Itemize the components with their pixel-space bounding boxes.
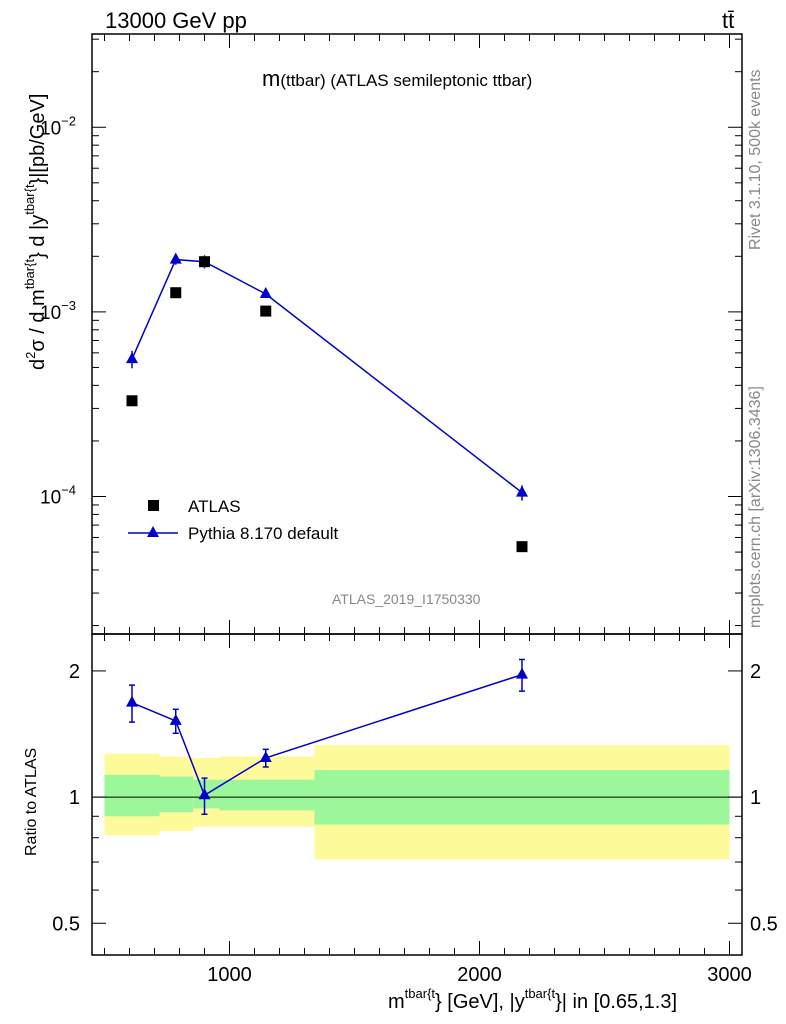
pythia-line xyxy=(131,258,523,494)
ratio-y-tick-label: 1 xyxy=(69,787,80,809)
legend-atlas-marker xyxy=(148,500,159,511)
pythia-point xyxy=(516,485,528,497)
main-frame xyxy=(91,33,743,635)
main-x-axis-ticks xyxy=(104,34,730,634)
atlas-point xyxy=(126,395,138,407)
inner-uncertainty-band xyxy=(159,776,194,813)
ratio-y-tick-label-right: 0.5 xyxy=(750,913,778,935)
inner-uncertainty-band xyxy=(219,779,315,811)
legend-pythia-label: Pythia 8.170 default xyxy=(188,524,339,543)
pythia-point xyxy=(169,252,182,264)
main-plot-area xyxy=(126,252,528,553)
ratio-plot-area xyxy=(126,658,528,816)
x-tick-label: 1000 xyxy=(207,964,252,986)
ratio-y-tick-label-right: 1 xyxy=(750,787,761,809)
atlas-point xyxy=(199,256,210,268)
rivet-version-label: Rivet 3.1.10, 500k events xyxy=(747,69,764,250)
legend-atlas-label: ATLAS xyxy=(188,497,241,516)
collision-label: 13000 GeV pp xyxy=(105,8,247,33)
ratio-y-tick-label-right: 2 xyxy=(750,661,761,683)
ratio-uncertainty-bands xyxy=(92,745,742,860)
inner-uncertainty-band xyxy=(104,774,160,817)
main-y-tick-label: 10−2 xyxy=(40,113,76,139)
ratio-panel: 0.5 0.5 1 1 2 2 1000 2000 3000 Ratio to ATLAS mt… xyxy=(23,633,778,1013)
ratio-pythia-point xyxy=(259,750,272,762)
ratio-pythia-point xyxy=(198,788,211,800)
main-y-axis-ticks xyxy=(92,38,742,627)
ratio-pythia-point xyxy=(516,667,528,679)
main-panel: 10−2 10−3 10−4 m(ttbar) (ATLAS semileptoni… xyxy=(22,33,743,635)
ratio-y-tick-label: 0.5 xyxy=(52,913,80,935)
ratio-axis-ticks xyxy=(92,634,742,955)
x-tick-label: 2000 xyxy=(457,964,502,986)
x-tick-label: 3000 xyxy=(707,964,752,986)
ratio-pythia-point xyxy=(126,695,138,707)
x-axis-label: mtbar{t} [GeV], |ytbar{t}| in [0.65,1.3] xyxy=(388,986,677,1013)
ratio-axis-tick-labels: 0.5 0.5 1 1 2 2 1000 2000 3000 xyxy=(52,661,778,986)
process-label: tt̄ xyxy=(722,8,734,33)
atlas-point xyxy=(516,541,528,553)
pythia-point xyxy=(259,286,272,298)
mcplots-label: mcplots.cern.ch [arXiv:1306.3436] xyxy=(747,386,764,628)
main-y-tick-label: 10−4 xyxy=(40,483,76,509)
analysis-watermark: ATLAS_2019_I1750330 xyxy=(332,591,481,607)
pythia-point xyxy=(126,352,138,364)
atlas-point xyxy=(170,287,182,299)
main-y-axis-tick-labels: 10−2 10−3 10−4 xyxy=(40,113,76,508)
atlas-point xyxy=(260,305,272,317)
main-y-axis-label: d2σ / d mtbar{t} d |ytbar{t}|[pb/GeV] xyxy=(22,94,49,370)
legend-pythia-marker xyxy=(147,526,159,537)
main-y-tick-label: 10−3 xyxy=(40,298,76,324)
legend: ATLAS Pythia 8.170 default xyxy=(128,497,339,543)
ratio-y-axis-label: Ratio to ATLAS xyxy=(23,748,40,856)
ratio-frame xyxy=(91,633,743,956)
ratio-pythia-point xyxy=(169,713,182,725)
ratio-y-tick-label: 2 xyxy=(69,661,80,683)
main-title: m(ttbar) (ATLAS semileptonic ttbar) xyxy=(262,66,532,91)
